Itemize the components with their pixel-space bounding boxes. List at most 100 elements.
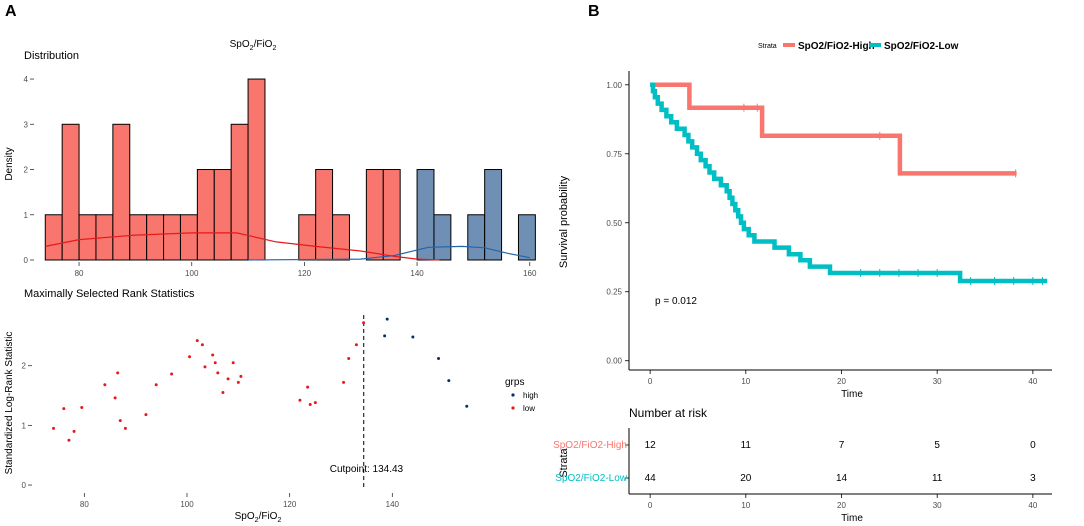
hist-y-tick-label: 4 bbox=[24, 75, 29, 84]
scatter-point-low bbox=[306, 385, 310, 389]
scatter-point-high bbox=[465, 404, 469, 408]
scatter-point-low bbox=[103, 383, 107, 387]
scatter-point-high bbox=[385, 317, 389, 321]
risk-table-cell: 20 bbox=[740, 473, 752, 484]
km-legend-title: Strata bbox=[758, 43, 777, 50]
scatter-point-low bbox=[118, 419, 122, 423]
risk-x-tick-label: 30 bbox=[933, 501, 942, 510]
legend-marker-high bbox=[511, 393, 515, 397]
risk-x-tick-label: 10 bbox=[741, 501, 750, 510]
scatter-point-low bbox=[203, 365, 207, 369]
scatter-point-low bbox=[52, 426, 56, 430]
scatter-point-low bbox=[200, 343, 204, 347]
km-curve-low bbox=[650, 82, 1048, 284]
km-x-tick-label: 30 bbox=[933, 377, 942, 386]
histogram-bar-low bbox=[146, 214, 165, 261]
rank-legend-title: grps bbox=[505, 377, 524, 388]
histogram-bar-low bbox=[112, 123, 131, 261]
histogram-bar-low bbox=[332, 214, 350, 261]
rank-x-label: SpO2/FiO2 bbox=[235, 511, 282, 524]
km-y-tick-label: 0.25 bbox=[606, 288, 622, 297]
risk-table-cell: 7 bbox=[839, 440, 845, 451]
hist-x-tick-label: 80 bbox=[75, 269, 84, 278]
risk-table-cell: 3 bbox=[1030, 473, 1036, 484]
histogram-panel: SpO2/FiO2 Distribution Density 0 1 2 3 4 80 1… bbox=[4, 39, 537, 278]
density-curve-high bbox=[248, 245, 530, 261]
risk-x-tick-label: 40 bbox=[1028, 501, 1037, 510]
histogram-bar-low bbox=[196, 169, 215, 261]
hist-x-tick-label: 140 bbox=[410, 269, 424, 278]
scatter-point-low bbox=[236, 380, 240, 384]
histogram-bar-low bbox=[163, 214, 181, 261]
km-x-label: Time bbox=[841, 389, 863, 400]
risk-table-cell: 0 bbox=[1030, 440, 1036, 451]
risk-table-y-label: Strata bbox=[558, 447, 570, 477]
scatter-point-low bbox=[231, 361, 235, 365]
legend-label-low: low bbox=[523, 404, 535, 413]
km-legend-label-low: SpO2/FiO2-Low bbox=[884, 41, 959, 52]
histogram-bar-high bbox=[467, 214, 486, 261]
histogram-bar-low bbox=[61, 123, 80, 261]
rank-x-tick-label: 80 bbox=[80, 500, 89, 509]
histogram-bar-low bbox=[247, 78, 266, 261]
scatter-point-low bbox=[188, 355, 192, 359]
risk-table-cell: 44 bbox=[645, 473, 657, 484]
histogram-bar-high bbox=[433, 214, 452, 261]
hist-y-tick-label: 2 bbox=[24, 166, 29, 175]
km-x-tick-label: 0 bbox=[648, 377, 653, 386]
km-x-tick-label: 10 bbox=[741, 377, 750, 386]
risk-table-title: Number at risk bbox=[629, 406, 708, 420]
scatter-point-low bbox=[72, 429, 76, 433]
panel-b-label: B bbox=[588, 3, 600, 20]
risk-table-row-label: SpO2/FiO2-Low bbox=[555, 473, 627, 484]
hist-y-tick-label: 1 bbox=[24, 211, 29, 220]
hist-subtitle: Distribution bbox=[24, 50, 79, 62]
scatter-point-low bbox=[154, 383, 158, 387]
hist-x-tick-label: 160 bbox=[523, 269, 537, 278]
risk-x-tick-label: 20 bbox=[837, 501, 846, 510]
scatter-point-low bbox=[342, 380, 346, 384]
hist-y-tick-label: 3 bbox=[24, 120, 29, 129]
histogram-bar-low bbox=[78, 214, 97, 261]
scatter-point-low bbox=[313, 401, 317, 405]
rank-y-tick-label: 0 bbox=[22, 481, 27, 490]
scatter-point-high bbox=[437, 357, 441, 361]
hist-title: SpO2/FiO2 bbox=[230, 39, 277, 52]
scatter-point-low bbox=[216, 371, 220, 375]
rank-y-label: Standardized Log-Rank Statistic bbox=[4, 332, 15, 475]
scatter-point-low bbox=[308, 402, 312, 406]
histogram-bar-low bbox=[365, 169, 384, 261]
scatter-point-low bbox=[62, 407, 66, 411]
rank-x-tick-label: 100 bbox=[180, 500, 194, 509]
km-y-label: Survival probability bbox=[558, 175, 570, 268]
rank-x-tick-label: 120 bbox=[283, 500, 297, 509]
risk-table-row-label: SpO2/FiO2-High bbox=[553, 440, 627, 451]
risk-table-cell: 11 bbox=[932, 473, 943, 484]
km-curve-high bbox=[650, 82, 1017, 176]
scatter-point-low bbox=[298, 398, 302, 402]
histogram-bar-low bbox=[230, 123, 249, 261]
km-legend-label-high: SpO2/FiO2-High bbox=[798, 41, 875, 52]
scatter-point-low bbox=[170, 372, 174, 376]
cutpoint-label: Cutpoint: 134.43 bbox=[330, 464, 404, 475]
km-x-tick-label: 20 bbox=[837, 377, 846, 386]
km-panel: Strata SpO2/FiO2-High SpO2/FiO2-Low Survi… bbox=[553, 41, 1052, 524]
histogram-bar-high bbox=[517, 214, 536, 261]
rank-y-tick-label: 2 bbox=[22, 362, 27, 371]
scatter-point-high bbox=[447, 379, 451, 383]
scatter-point-low bbox=[226, 377, 230, 381]
hist-x-tick-label: 120 bbox=[298, 269, 312, 278]
rank-stat-panel: Maximally Selected Rank Statistics Stand… bbox=[4, 288, 538, 524]
scatter-point-low bbox=[116, 371, 120, 375]
km-y-tick-label: 0.00 bbox=[606, 357, 622, 366]
histogram-bar-low bbox=[129, 214, 148, 261]
scatter-point-low bbox=[239, 374, 243, 378]
histogram-bar-low bbox=[382, 169, 401, 261]
scatter-point-low bbox=[123, 426, 127, 430]
scatter-point-high bbox=[383, 334, 387, 338]
rank-y-tick-label: 1 bbox=[22, 421, 27, 430]
risk-table-x-label: Time bbox=[841, 513, 863, 524]
km-pvalue: p = 0.012 bbox=[655, 296, 697, 307]
legend-label-high: high bbox=[523, 391, 538, 400]
panel-a-label: A bbox=[5, 3, 17, 20]
